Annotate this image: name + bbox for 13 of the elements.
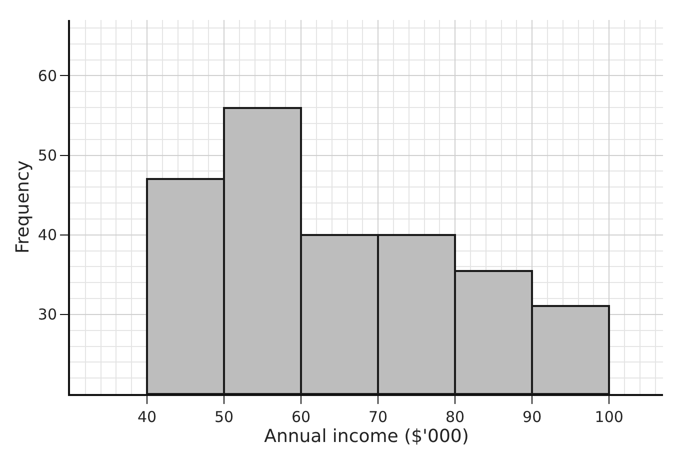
y-tick-label: 40 [38, 226, 57, 244]
x-tick-label: 50 [214, 408, 234, 426]
y-tick-label: 60 [38, 66, 57, 85]
x-tick-label: 70 [368, 408, 388, 426]
x-axis-title: Annual income ($'000) [264, 426, 469, 447]
x-tick-label: 80 [446, 408, 465, 426]
x-tick-label: 100 [594, 408, 624, 426]
x-tick-label: 90 [522, 408, 542, 426]
x-tick-label: 60 [291, 408, 311, 426]
x-tick-label: 40 [137, 408, 157, 426]
y-axis-title: Frequency [12, 160, 34, 254]
y-tick-label: 30 [38, 306, 57, 324]
y-tick-label: 50 [38, 146, 57, 165]
